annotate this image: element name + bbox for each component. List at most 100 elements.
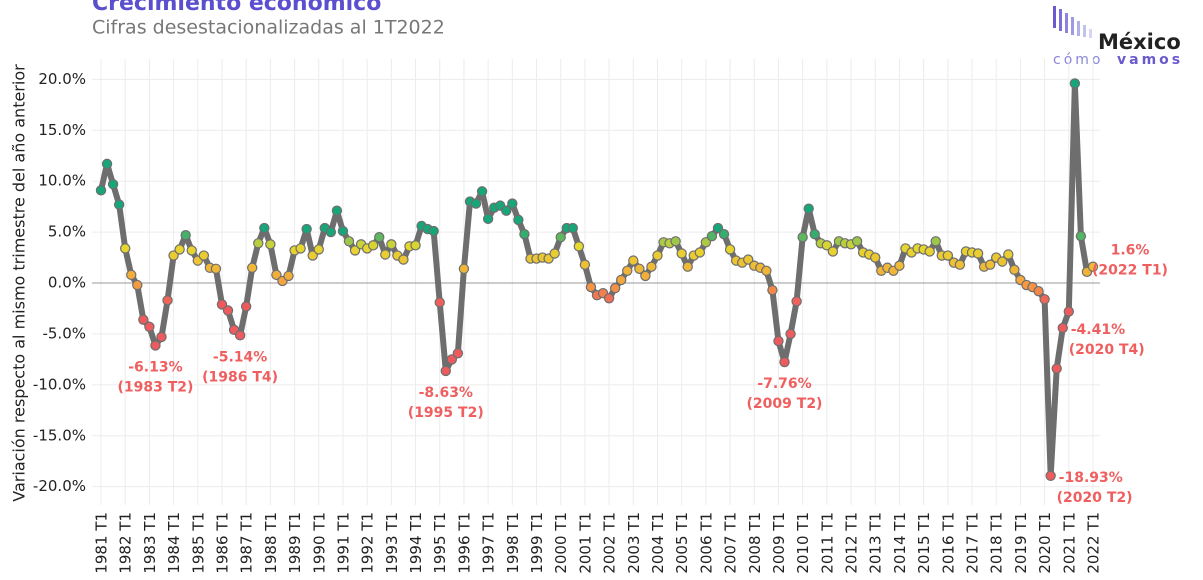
- data-point: [113, 199, 125, 210]
- data-point: [440, 365, 451, 377]
- series-line: [98, 80, 1095, 479]
- data-point: [156, 331, 167, 343]
- data-point: [761, 265, 772, 276]
- x-tick-label: 1988 T1: [262, 512, 280, 574]
- x-tick-label: 1992 T1: [359, 512, 377, 574]
- value-label: -5.14%: [213, 349, 267, 365]
- data-point: [1033, 285, 1044, 297]
- logo-bar: [1083, 25, 1086, 37]
- x-tick-label: 2019 T1: [1012, 512, 1030, 574]
- x-tick-label: 1996 T1: [455, 512, 473, 574]
- data-point: [743, 254, 754, 265]
- value-sublabel: (1983 T2): [117, 379, 193, 395]
- data-point: [718, 228, 730, 240]
- value-label: -7.76%: [757, 376, 811, 392]
- data-point: [265, 239, 276, 250]
- logo-bar: [1053, 6, 1056, 28]
- data-point: [162, 295, 173, 306]
- data-point: [706, 230, 718, 242]
- x-tick-label: 1990 T1: [310, 512, 328, 574]
- data-point: [198, 250, 210, 261]
- data-point: [567, 222, 579, 234]
- data-point: [482, 213, 494, 225]
- data-point: [186, 245, 197, 256]
- data-point: [622, 265, 633, 276]
- value-label: -6.13%: [128, 359, 182, 375]
- value-label: -8.63%: [419, 385, 473, 401]
- x-tick-label: 2011 T1: [818, 512, 836, 574]
- x-tick-label: 2015 T1: [915, 512, 933, 574]
- data-point: [773, 335, 784, 347]
- data-point: [234, 330, 246, 341]
- data-point: [1069, 78, 1081, 89]
- data-point: [476, 186, 488, 197]
- data-point: [174, 244, 185, 255]
- data-point: [1075, 230, 1087, 242]
- value-label: 1.6%: [1111, 243, 1150, 259]
- data-point: [271, 269, 282, 281]
- data-point: [1051, 363, 1062, 374]
- y-tick-label: 10.0%: [38, 172, 86, 190]
- data-point: [150, 340, 161, 351]
- value-label: -4.41%: [1071, 322, 1125, 338]
- data-point: [434, 297, 445, 308]
- data-point: [367, 240, 379, 251]
- data-point: [107, 179, 119, 190]
- data-point: [216, 299, 228, 310]
- data-point: [670, 236, 681, 247]
- value-sublabel: (2020 T2): [1057, 490, 1133, 506]
- data-point: [615, 274, 627, 286]
- data-point: [446, 354, 458, 365]
- x-tick-label: 2008 T1: [746, 512, 764, 574]
- data-point: [210, 263, 222, 274]
- x-tick-label: 2021 T1: [1060, 512, 1078, 574]
- logo-bar: [1071, 17, 1074, 35]
- x-tick-label: 2001 T1: [576, 512, 594, 574]
- x-tick-label: 2012 T1: [843, 512, 861, 574]
- data-point: [101, 158, 113, 170]
- x-tick-label: 1982 T1: [117, 512, 135, 574]
- chart-title: Crecimiento económico: [92, 0, 381, 16]
- data-point: [821, 240, 833, 251]
- data-point: [507, 198, 518, 209]
- data-point: [259, 222, 270, 234]
- data-point: [609, 282, 621, 294]
- data-point: [954, 259, 966, 270]
- chart-subtitle: Cifras desestacionalizadas al 1T2022: [92, 17, 445, 39]
- value-label: -18.93%: [1059, 470, 1123, 486]
- x-tick-label: 1993 T1: [383, 512, 401, 574]
- data-point: [676, 248, 687, 259]
- data-point: [628, 255, 639, 266]
- data-point: [1003, 249, 1014, 260]
- data-point: [132, 279, 143, 291]
- x-tick-label: 2007 T1: [722, 512, 740, 574]
- x-tick-label: 2002 T1: [601, 512, 619, 574]
- data-point: [470, 198, 482, 209]
- data-point: [1057, 322, 1068, 334]
- x-tick-label: 1981 T1: [93, 512, 111, 574]
- data-point: [180, 229, 191, 241]
- logo-suffix: vamos: [1117, 52, 1183, 68]
- x-tick-label: 2003 T1: [625, 512, 643, 574]
- x-tick-label: 2005 T1: [673, 512, 691, 574]
- value-sublabel: (1995 T2): [408, 405, 484, 421]
- x-tick-label: 1987 T1: [238, 512, 256, 574]
- data-point: [640, 270, 651, 282]
- data-point: [585, 281, 597, 293]
- data-point: [924, 246, 935, 257]
- logo-bar: [1059, 9, 1062, 31]
- data-point: [343, 236, 355, 247]
- x-tick-label: 1999 T1: [528, 512, 546, 574]
- x-tick-label: 2009 T1: [770, 512, 788, 574]
- data-point: [458, 263, 470, 274]
- y-tick-label: -15.0%: [33, 426, 86, 444]
- data-point: [603, 293, 615, 304]
- data-point: [144, 321, 155, 333]
- logo-name: México: [1098, 30, 1181, 54]
- data-point: [942, 250, 954, 261]
- data-point: [573, 241, 585, 252]
- data-point: [337, 225, 349, 237]
- x-tick-label: 1984 T1: [165, 512, 183, 574]
- data-point: [307, 250, 318, 261]
